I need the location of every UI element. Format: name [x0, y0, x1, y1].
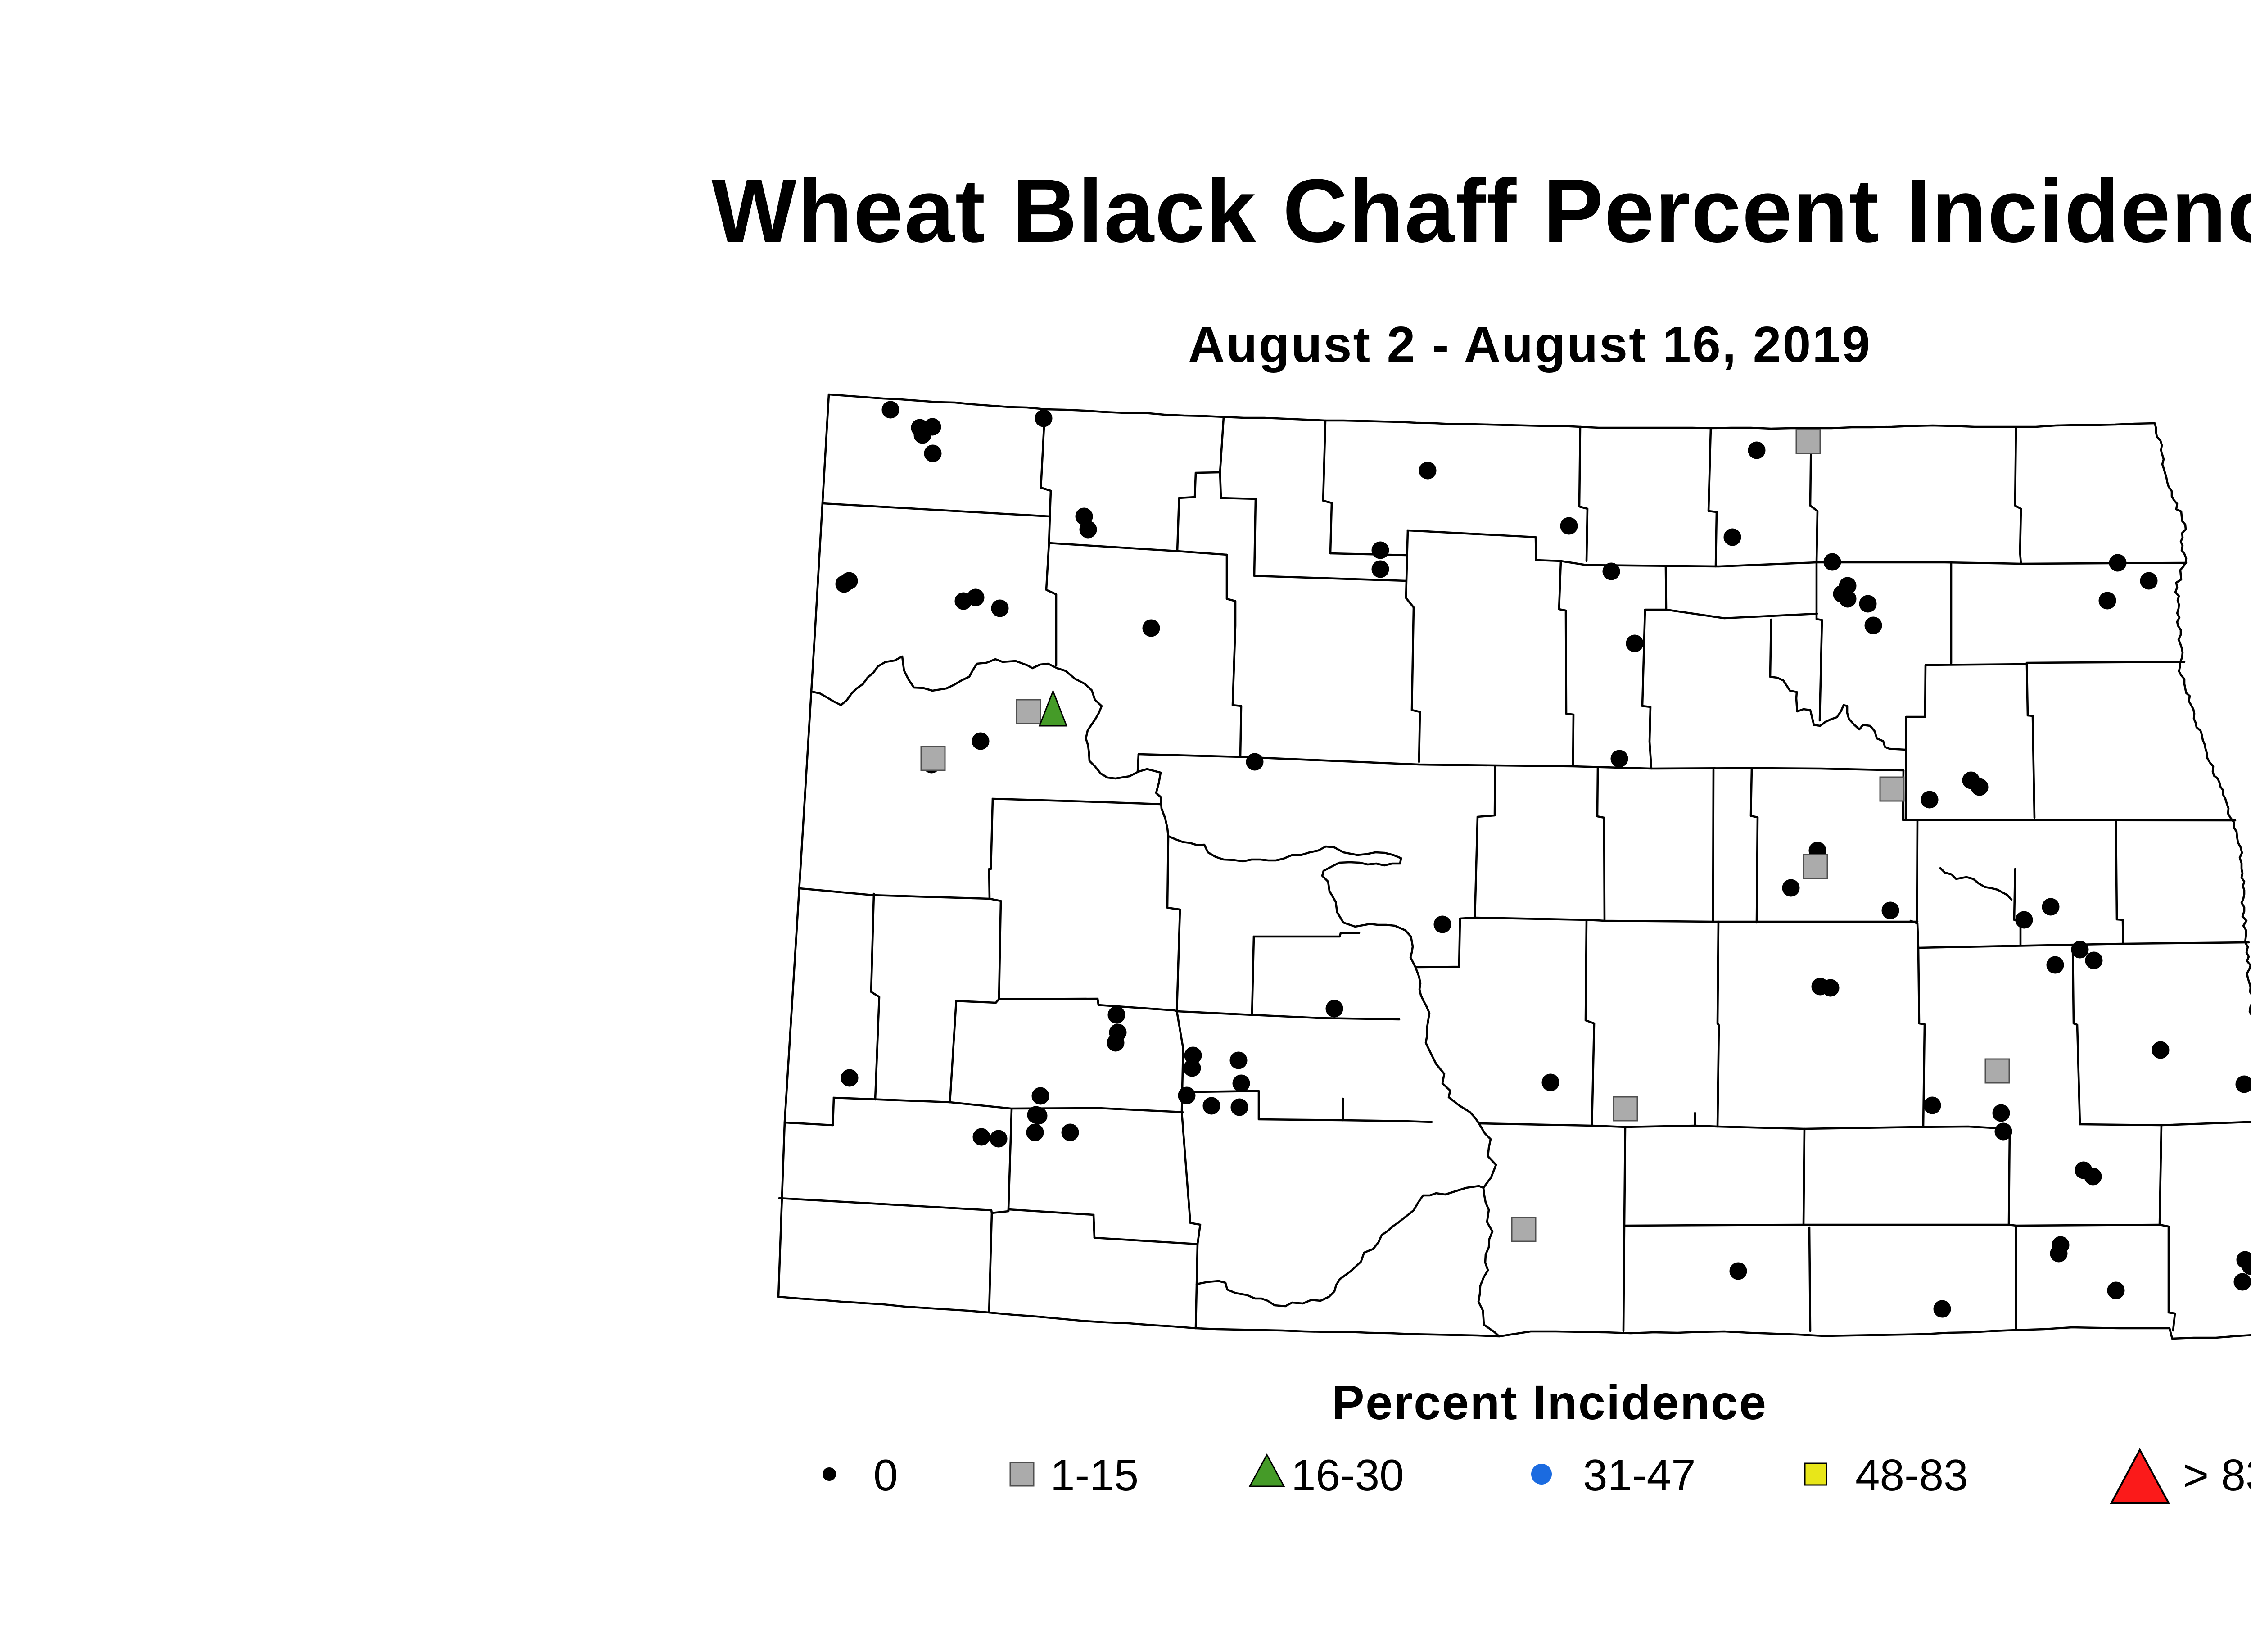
svg-text:> 83: > 83 [2183, 1450, 2251, 1500]
svg-text:Percent Incidence: Percent Incidence [1332, 1375, 1767, 1430]
svg-text:16-30: 16-30 [1291, 1450, 1404, 1500]
svg-text:0: 0 [873, 1450, 898, 1500]
svg-text:Wheat Black Chaff Percent Inci: Wheat Black Chaff Percent Incidence [711, 161, 2251, 261]
svg-text:August 2 - August 16, 2019: August 2 - August 16, 2019 [1188, 316, 1871, 373]
svg-text:1-15: 1-15 [1050, 1450, 1139, 1500]
svg-text:48-83: 48-83 [1855, 1450, 1968, 1500]
svg-text:31-47: 31-47 [1583, 1450, 1696, 1500]
